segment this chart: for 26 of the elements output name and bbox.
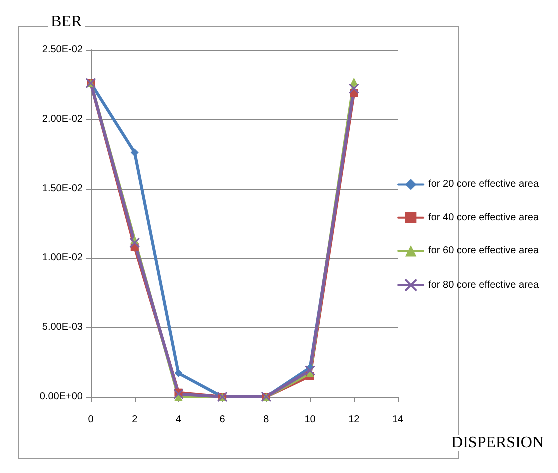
legend-label: for 40 core effective area [428,212,540,224]
y-tick-label: 5.00E-03 [42,322,84,334]
x-tick-label: 14 [392,414,404,426]
point [348,84,360,94]
legend-label: for 80 core effective area [428,280,540,291]
x-axis-title: DISPERSION [452,434,544,452]
legend-label: for 60 core effective area [428,246,540,257]
x-tick-label: 10 [304,414,316,426]
y-tick-label: 2.50E-02 [42,44,84,56]
y-tick-label: 1.50E-02 [42,183,84,194]
y-tick-label: 0.00E+00 [40,392,84,402]
point [174,369,183,378]
x-tick-label: 8 [264,414,270,426]
point [305,365,316,376]
point [173,388,184,400]
x-tick-label: 6 [220,414,226,426]
y-tick-label: 2.00E-02 [42,114,84,125]
x-tick-label: 0 [88,414,94,426]
y-tick-label: 1.00E-02 [42,252,84,264]
point [130,148,139,157]
point [130,238,140,248]
x-tick-label: 2 [132,414,138,426]
y-axis-title: BER [51,14,82,30]
x-tick-label: 4 [176,414,182,426]
x-tick-label: 12 [348,414,360,426]
legend-label: for 20 core effective area [428,179,540,190]
